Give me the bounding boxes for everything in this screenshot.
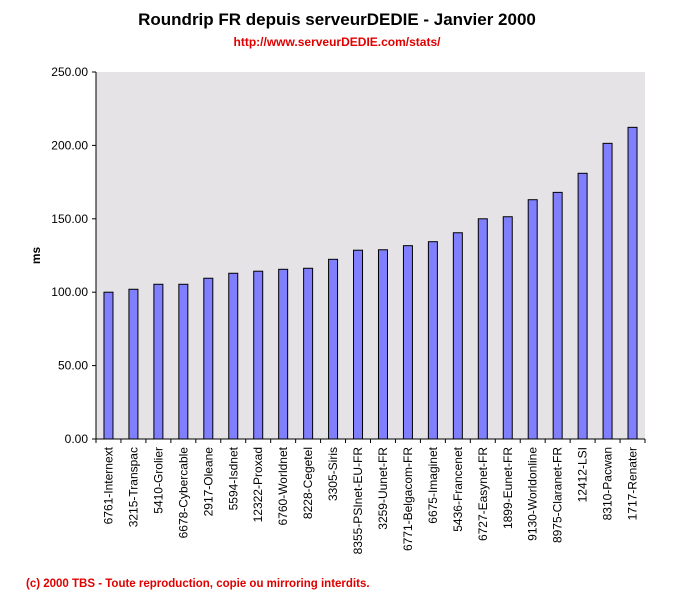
bar-1899-Eunet-FR [502,216,513,440]
y-tick-label: 200.00 [51,138,88,152]
x-tick-label: 1717-Renater [626,447,640,520]
chart-title: Roundrip FR depuis serveurDEDIE - Janvie… [138,10,536,29]
y-tick-label: 100.00 [51,285,88,299]
x-tick-label: 6675-Imaginet [426,446,440,523]
x-tick-label: 3259-Uunet-FR [376,447,390,530]
bar-9130-Worldonline [527,199,538,440]
y-tick-label: 0.00 [65,432,89,446]
bar-8310-Pacwan [602,142,613,440]
x-tick-label: 8228-Cegetel [301,447,315,519]
x-tick-label: 1899-Eunet-FR [501,447,515,529]
chart-subtitle-link[interactable]: http://www.serveurDEDIE.com/stats/ [233,35,441,49]
bar-12412-LSI [577,172,588,440]
x-tick-label: 8975-Claranet-FR [551,447,565,543]
bar-3259-Uunet-FR [377,249,388,440]
bar-8228-Cegetel [303,267,314,440]
bar-12322-Proxad [253,270,264,440]
x-tick-label: 6760-Worldnet [276,446,290,525]
bar-1717-Renater [627,126,638,440]
bar-6761-Internext [103,291,114,440]
bar-6678-Cybercable [178,283,189,440]
x-tick-label: 3215-Transpac [126,447,140,527]
x-tick-label: 6678-Cybercable [176,447,190,539]
bar-6675-Imaginet [427,241,438,440]
bar-8355-PSInet-EU-FR [353,249,364,440]
x-tick-label: 6727-Easynet-FR [476,447,490,541]
x-tick-label: 5594-Isdnet [226,446,240,510]
copyright-footer: (c) 2000 TBS - Toute reproduction, copie… [26,578,370,590]
x-tick-label: 6771-Belgacom-FR [401,447,415,551]
y-tick-label: 250.00 [51,65,88,79]
bar-5410-Grolier [153,283,164,440]
x-tick-label: 2917-Oleane [201,447,215,517]
bar-5594-Isdnet [228,272,239,440]
x-tick-label: 3305-Siris [326,447,340,501]
bar-6771-Belgacom-FR [402,245,413,440]
bar-6727-Easynet-FR [477,218,488,440]
y-axis-label: ms [29,247,43,265]
x-tick-label: 6761-Internext [101,446,115,524]
bar-2917-Oleane [203,277,214,440]
x-tick-label: 9130-Worldonline [526,447,540,541]
bar-8975-Claranet-FR [552,191,563,440]
bar-6760-Worldnet [278,268,289,440]
bar-3215-Transpac [128,288,139,440]
bar-5436-Francenet [452,232,463,440]
bar-3305-Siris [328,258,339,440]
x-tick-label: 12412-LSI [576,447,590,502]
x-tick-label: 12322-Proxad [251,447,265,522]
x-tick-label: 5436-Francenet [451,446,465,531]
y-tick-label: 50.00 [58,359,88,373]
y-tick-label: 150.00 [51,212,88,226]
x-tick-label: 8310-Pacwan [601,447,615,520]
x-tick-label: 5410-Grolier [151,447,165,514]
x-tick-label: 8355-PSInet-EU-FR [351,447,365,555]
